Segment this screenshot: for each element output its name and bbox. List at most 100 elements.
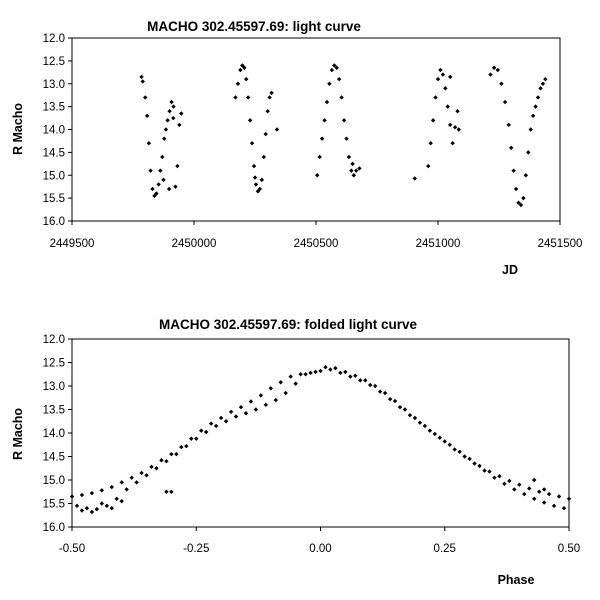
folded-curve-data-point (303, 372, 308, 377)
light-curve-data-point (244, 76, 249, 82)
light-curve-data-point (253, 182, 259, 187)
light-curve-data-point (491, 65, 497, 70)
folded-curve-data-point (208, 421, 214, 426)
light-curve-data-point (175, 163, 180, 169)
folded-curve-data-point (278, 380, 283, 385)
folded-curve-data-point (184, 443, 189, 449)
light-curve-data-point (140, 79, 145, 84)
light-curve-data-point (456, 127, 461, 132)
folded-curve-data-point (318, 368, 323, 374)
folded-curve-data-point (457, 449, 462, 454)
light-curve-data-point (433, 95, 438, 100)
folded-curve-data-point (74, 503, 80, 509)
light-curve-data-point (161, 177, 166, 183)
light-curve-data-point (158, 168, 163, 173)
folded-curve-data-point (189, 436, 194, 441)
light-curve-y-tick-label: 14.5 (43, 147, 65, 159)
light-curve-data-point (540, 81, 546, 86)
light-curve-plot-area (71, 37, 561, 222)
light-curve-x-tick-label: 2451500 (538, 238, 583, 250)
folded-curve-data-point (541, 487, 547, 492)
light-curve-data-point (349, 168, 354, 173)
light-curve-title: MACHO 302.45597.69: light curve (147, 19, 361, 34)
light-curve-data-point (327, 81, 332, 86)
folded-curve-y-tick-label: 14.0 (43, 428, 65, 440)
folded-curve-y-tick-label: 16.0 (43, 522, 65, 534)
light-curve-data-point (528, 127, 533, 132)
folded-curve-data-point (164, 459, 169, 464)
light-curve-y-tick-label: 14.0 (43, 125, 65, 137)
folded-curve-data-point (149, 464, 154, 470)
light-curve-data-point (502, 99, 508, 105)
light-curve-data-point (166, 186, 172, 192)
light-curve-data-point (535, 95, 541, 100)
folded-curve-data-point (323, 365, 328, 370)
light-curve-data-point (162, 136, 167, 141)
folded-curve-data-point (402, 407, 408, 412)
light-curve-data-point (511, 168, 516, 173)
light-curve-chart: MACHO 302.45597.69: light curve 2449500 2… (11, 19, 582, 277)
light-curve-x-axis-label: JD (502, 263, 518, 277)
light-curve-data-point (357, 166, 362, 171)
folded-curve-data-point (179, 444, 184, 450)
folded-curve-x-axis-label: Phase (498, 573, 535, 587)
light-curve-data-point (341, 118, 347, 123)
light-curve-data-point (235, 81, 241, 86)
folded-curve-y-axis-label: R Macho (11, 408, 25, 460)
folded-curve-data-point (238, 404, 244, 410)
light-curve-data-point (513, 186, 519, 192)
light-curve-data-point (538, 86, 543, 91)
folded-curve-data-point (551, 503, 557, 509)
light-curve-data-point (322, 118, 327, 123)
folded-curve-data-point (213, 423, 219, 429)
folded-curve-data-point (159, 458, 164, 463)
folded-curve-y-tick-label: 12.5 (43, 358, 65, 370)
light-curve-x-tick-label: 2449500 (50, 238, 95, 250)
folded-curve-data-point (363, 378, 368, 383)
light-curve-data-point (263, 131, 268, 137)
folded-curve-plot-area (71, 338, 570, 528)
folded-curve-data-point (522, 491, 527, 497)
folded-curve-data-point (169, 451, 174, 457)
folded-curve-data-point (392, 398, 398, 404)
folded-curve-data-point (298, 372, 303, 377)
light-curve-y-tick-label: 16.0 (43, 216, 65, 228)
light-curve-data-point (344, 136, 349, 141)
light-curve-data-point (249, 141, 255, 146)
folded-curve-data-point (139, 470, 144, 476)
light-curve-data-point (171, 104, 176, 109)
folded-curve-data-point (199, 428, 204, 433)
light-curve-data-point (315, 173, 320, 178)
folded-curve-data-point (427, 428, 433, 433)
folded-curve-data-point (372, 383, 378, 389)
folded-curve-x-ticks: -0.50 -0.25 0.00 0.25 0.50 (59, 527, 580, 555)
light-curve-data-point (509, 145, 514, 150)
folded-curve-x-tick-label: 0.50 (558, 543, 580, 555)
light-curve-data-point (233, 95, 238, 100)
light-curve-data-point (351, 173, 357, 178)
light-curve-data-point (156, 182, 161, 187)
folded-curve-data-point (497, 474, 502, 479)
folded-curve-data-point (313, 369, 318, 375)
light-curve-data-point (543, 76, 548, 82)
folded-curve-data-point (502, 481, 507, 486)
folded-curve-data-point (422, 423, 428, 429)
light-curve-data-point (499, 81, 504, 86)
folded-curve-data-point (84, 506, 90, 511)
folded-curve-data-point (174, 451, 179, 457)
light-curve-data-point (516, 200, 521, 205)
light-curve-x-tick-label: 2451000 (416, 238, 461, 250)
folded-curve-y-tick-label: 14.5 (43, 452, 65, 464)
folded-curve-data-point (452, 447, 457, 452)
light-curve-y-axis-label: R Macho (11, 103, 25, 155)
folded-curve-data-point (432, 431, 438, 437)
folded-light-curve-chart: MACHO 302.45597.69: folded light curve -… (11, 317, 580, 587)
folded-curve-title: MACHO 302.45597.69: folded light curve (159, 317, 418, 332)
light-curve-data-point (245, 95, 251, 100)
light-curve-data-point (530, 113, 536, 118)
folded-curve-data-point (89, 490, 95, 496)
folded-curve-data-point (487, 469, 492, 474)
folded-curve-data-point (477, 463, 482, 469)
folded-curve-data-point (368, 382, 373, 388)
light-curve-data-point (267, 95, 272, 100)
